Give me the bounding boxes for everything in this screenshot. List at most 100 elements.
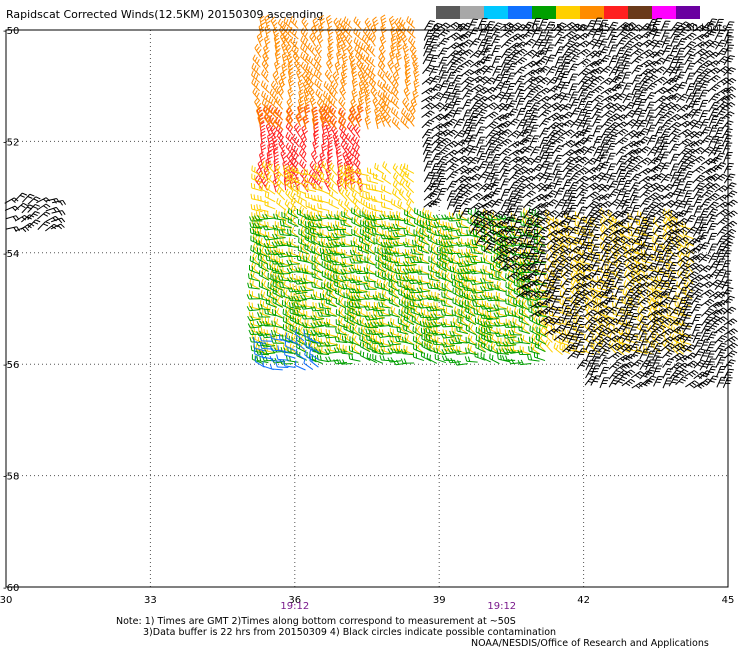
wind-barb [400, 358, 415, 364]
wind-barb [723, 162, 734, 174]
wind-barb [608, 361, 622, 370]
colorbar-swatch [676, 6, 700, 19]
wind-barb [675, 38, 687, 49]
wind-barb [285, 106, 293, 121]
wind-barb [637, 306, 650, 316]
wind-barb [630, 204, 641, 216]
wind-barb [307, 42, 316, 57]
wind-barb [522, 190, 536, 199]
y-tick-label: -52 [3, 137, 19, 148]
wind-barb [398, 188, 408, 202]
wind-barb [307, 85, 315, 100]
colorbar-swatch [508, 6, 532, 19]
wind-barb [279, 32, 287, 47]
wind-barb [313, 54, 322, 68]
wind-barb [305, 54, 315, 67]
wind-barb [670, 35, 681, 47]
wind-barb [344, 164, 355, 175]
wind-barb [622, 82, 633, 94]
x-tick-label: 30 [0, 595, 12, 606]
wind-barb [547, 112, 561, 120]
wind-barb [342, 150, 350, 165]
wind-barb [370, 23, 378, 38]
wind-barb [312, 139, 319, 154]
wind-barb [274, 41, 281, 56]
wind-barb [287, 87, 295, 102]
wind-barb [303, 168, 316, 177]
wind-barb [328, 198, 340, 210]
wind-barb [631, 371, 645, 379]
wind-barb [328, 116, 338, 130]
wind-barb [406, 16, 416, 29]
wind-barb [275, 96, 284, 110]
wind-barb [356, 103, 364, 118]
wind-barb [315, 89, 324, 103]
wind-barb [382, 90, 392, 103]
wind-barb [299, 140, 307, 155]
wind-barb [406, 190, 415, 204]
wind-barb [636, 128, 649, 138]
wind-barb [371, 184, 384, 193]
wind-barb [301, 17, 309, 32]
wind-barb [538, 109, 552, 118]
wind-barb [317, 195, 330, 204]
wind-barb [361, 34, 371, 48]
wind-barb [341, 52, 348, 67]
time-labels: 19:12 19:12 [280, 601, 516, 612]
wind-barb [261, 160, 271, 174]
wind-barb [423, 38, 434, 50]
wind-barb [382, 97, 392, 110]
wind-barb [446, 171, 459, 181]
wind-barb [708, 101, 720, 113]
wind-barb [404, 76, 412, 91]
wind-barb [322, 98, 332, 111]
wind-barb [36, 203, 51, 211]
wind-barb [303, 94, 311, 109]
wind-barb [445, 163, 459, 172]
wind-barb [328, 96, 338, 109]
wind-barb [530, 146, 542, 157]
wind-barb [360, 42, 370, 56]
wind-barb [428, 65, 440, 77]
wind-barb [428, 54, 439, 66]
wind-barb [322, 104, 332, 119]
wind-barb [652, 365, 663, 377]
wind-barb [337, 198, 348, 211]
wind-barb [716, 217, 730, 226]
wind-barb [713, 162, 727, 172]
wind-barb [684, 205, 695, 217]
wind-barb [334, 139, 341, 154]
wind-barb [357, 177, 370, 186]
wind-barb [381, 184, 392, 195]
wind-barb [403, 53, 411, 68]
wind-barb [251, 165, 262, 177]
wind-barb [350, 182, 361, 195]
wind-barb [354, 44, 363, 58]
wind-barb [305, 71, 315, 85]
wind-barb [283, 170, 294, 183]
wind-barb [345, 132, 355, 147]
wind-barb [298, 89, 305, 104]
wind-barb [299, 159, 308, 173]
wind-barb [313, 130, 320, 145]
wind-barb [353, 27, 363, 41]
wind-barb [707, 84, 721, 93]
wind-barb [539, 136, 550, 148]
wind-barb [691, 314, 702, 325]
wind-barb [590, 85, 605, 94]
wind-barb [360, 52, 370, 66]
wind-barb [392, 163, 401, 177]
y-tick-label: -50 [3, 26, 19, 37]
colorbar-swatch [556, 6, 580, 19]
wind-barb [285, 122, 294, 136]
wind-barb [491, 55, 502, 67]
wind-barb [303, 104, 310, 119]
wind-barb [652, 40, 665, 50]
wind-barb [329, 172, 338, 186]
time-label: 19:12 [487, 601, 516, 612]
wind-barb [684, 62, 696, 74]
wind-barb [374, 162, 385, 175]
wind-barb [419, 299, 432, 308]
wind-barb [669, 153, 680, 165]
